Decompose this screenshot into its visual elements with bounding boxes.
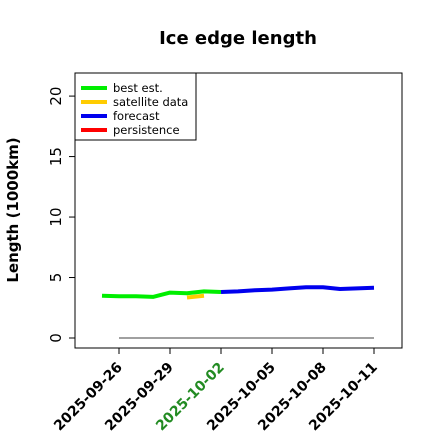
legend-entry: best est. [113, 81, 163, 95]
y-tick-label: 20 [47, 87, 65, 106]
legend-entry: forecast [113, 109, 160, 123]
chart-title: Ice edge length [159, 28, 317, 49]
plot-frame [74, 72, 403, 349]
legend-entry: satellite data [113, 95, 188, 109]
series-line-forecast [220, 285, 375, 294]
legend: best est.satellite dataforecastpersisten… [74, 72, 197, 141]
series-line-satellite-data [186, 293, 205, 300]
legend-entry: persistence [113, 123, 180, 137]
y-tick-label: 15 [47, 147, 65, 166]
y-tick-label: 5 [47, 273, 65, 283]
y-axis-label: Length (1000km) [4, 137, 22, 282]
series-line-best-est- [101, 289, 222, 299]
y-tick-label: 0 [47, 333, 65, 343]
y-tick-label: 10 [47, 208, 65, 227]
plot-area [101, 285, 375, 339]
